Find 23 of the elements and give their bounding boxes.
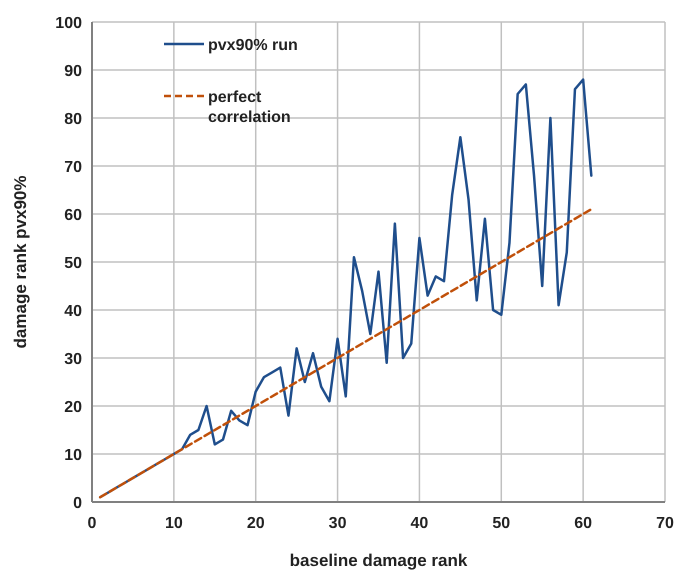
y-tick-label: 50 bbox=[64, 255, 82, 272]
y-tick-label: 90 bbox=[64, 63, 82, 80]
x-tick-label: 60 bbox=[574, 515, 592, 532]
y-tick-label: 100 bbox=[55, 15, 82, 32]
x-tick-label: 30 bbox=[328, 515, 347, 532]
x-tick-label: 40 bbox=[410, 515, 428, 532]
y-tick-label: 60 bbox=[64, 207, 82, 224]
legend-label: pvx90% run bbox=[208, 37, 298, 54]
y-axis-title: damage rank pvx90% bbox=[11, 176, 30, 348]
legend-label: perfect correlation bbox=[208, 89, 291, 126]
y-tick-label: 20 bbox=[64, 399, 82, 416]
x-tick-label: 0 bbox=[88, 515, 97, 532]
x-tick-label: 50 bbox=[492, 515, 510, 532]
x-tick-label: 10 bbox=[164, 515, 183, 532]
y-tick-label: 40 bbox=[64, 303, 82, 320]
x-tick-label: 70 bbox=[656, 515, 674, 532]
y-tick-label: 30 bbox=[64, 351, 82, 368]
y-tick-label: 10 bbox=[64, 447, 82, 464]
y-tick-label: 80 bbox=[64, 111, 82, 128]
x-axis-title: baseline damage rank bbox=[290, 551, 468, 570]
y-tick-label: 70 bbox=[64, 159, 82, 176]
x-tick-label: 20 bbox=[246, 515, 265, 532]
y-tick-label: 0 bbox=[73, 495, 82, 512]
